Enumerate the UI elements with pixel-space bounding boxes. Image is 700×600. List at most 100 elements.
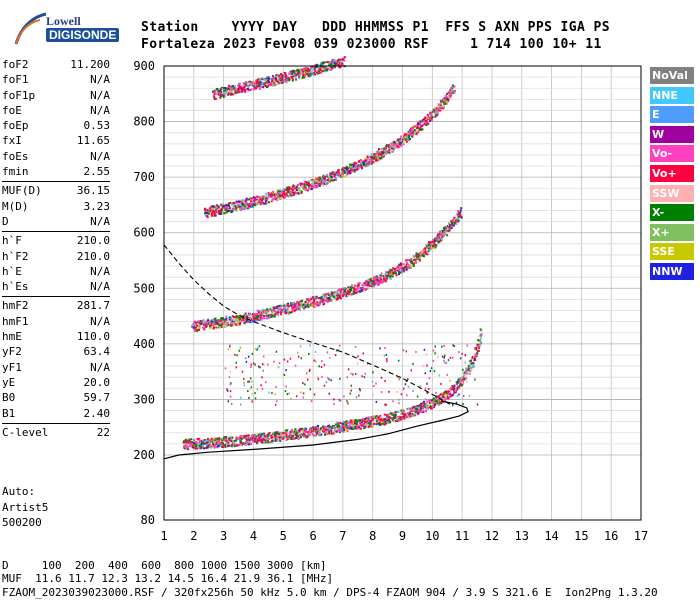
echo-point (238, 444, 241, 447)
echo-point (304, 302, 307, 305)
echo-point (296, 187, 299, 190)
echo-point (251, 318, 254, 321)
echo-point (325, 182, 328, 185)
echo-point (323, 295, 326, 298)
echo-point (209, 443, 212, 446)
echo-point (430, 243, 433, 246)
echo-point (428, 249, 431, 252)
echo-point (248, 89, 251, 92)
echo-point (261, 436, 264, 439)
echo-point (262, 369, 265, 372)
echo-point (429, 119, 432, 122)
echo-point (279, 439, 282, 442)
echo-point (398, 267, 401, 270)
echo-point (314, 73, 317, 76)
echo-point (417, 404, 420, 407)
echo-point (266, 86, 269, 89)
echo-point (289, 70, 292, 73)
echo-point (243, 378, 245, 381)
echo-point (212, 209, 215, 212)
echo-point (295, 74, 298, 77)
echo-point (405, 266, 408, 269)
echo-point (443, 231, 446, 234)
echo-point (282, 310, 285, 313)
echo-point (396, 419, 399, 422)
echo-point (377, 157, 380, 160)
echo-point (441, 345, 443, 348)
echo-point (372, 417, 375, 420)
echo-point (333, 62, 336, 65)
echo-point (277, 198, 280, 201)
echo-point (237, 90, 240, 93)
echo-point (296, 429, 299, 432)
echo-point (307, 75, 310, 78)
echo-point (386, 275, 389, 278)
echo-point (194, 326, 197, 329)
echo-point (400, 263, 403, 266)
echo-point (393, 141, 396, 144)
echo-point (405, 263, 408, 266)
echo-point (448, 225, 451, 228)
echo-point (429, 116, 432, 119)
echo-point (283, 305, 286, 308)
echo-point (318, 179, 321, 182)
echo-point (402, 141, 405, 144)
echo-point (429, 369, 432, 372)
echo-point (220, 91, 223, 94)
echo-point (325, 67, 328, 70)
echo-point (450, 388, 453, 391)
echo-point (221, 212, 224, 215)
x-tick-label: 13 (515, 529, 529, 543)
echo-point (298, 304, 301, 307)
echo-point (323, 70, 326, 73)
echo-point (266, 196, 269, 199)
echo-point (229, 318, 232, 321)
echo-point (234, 90, 237, 93)
echo-point (272, 313, 275, 316)
echo-point (321, 184, 324, 187)
echo-point (408, 413, 411, 416)
echo-point (214, 205, 217, 208)
echo-point (340, 58, 343, 61)
echo-point (272, 432, 275, 435)
echo-point (203, 324, 206, 327)
echo-point (410, 126, 413, 129)
echo-point (370, 419, 373, 422)
echo-point (282, 435, 285, 438)
echo-point (372, 156, 375, 159)
echo-point (289, 188, 292, 191)
echo-point (425, 121, 428, 124)
echo-point (331, 176, 334, 179)
echo-point (319, 67, 322, 70)
echo-point (341, 59, 344, 62)
echo-point (290, 188, 293, 191)
echo-point (325, 381, 328, 384)
echo-point (257, 80, 260, 83)
echo-point (286, 75, 289, 78)
echo-point (231, 85, 234, 88)
echo-point (264, 82, 267, 85)
echo-point (230, 317, 233, 320)
echo-point (242, 205, 245, 208)
echo-point (419, 122, 422, 125)
echo-point (448, 388, 451, 391)
echo-point (286, 429, 289, 432)
echo-point (214, 97, 217, 100)
echo-point (413, 258, 416, 261)
echo-point (340, 172, 343, 175)
echo-point (294, 187, 297, 190)
echo-point (230, 445, 233, 448)
echo-point (449, 392, 452, 395)
echo-point (298, 434, 301, 437)
echo-point (312, 429, 315, 432)
echo-point (299, 72, 302, 75)
echo-point (288, 186, 291, 189)
echo-point (257, 311, 260, 314)
echo-point (298, 77, 301, 80)
echo-point (318, 430, 321, 433)
echo-point (313, 298, 316, 301)
param-row: B0 59.7 (2, 391, 110, 406)
echo-point (452, 344, 454, 347)
echo-point (433, 402, 436, 405)
echo-point (434, 106, 437, 109)
